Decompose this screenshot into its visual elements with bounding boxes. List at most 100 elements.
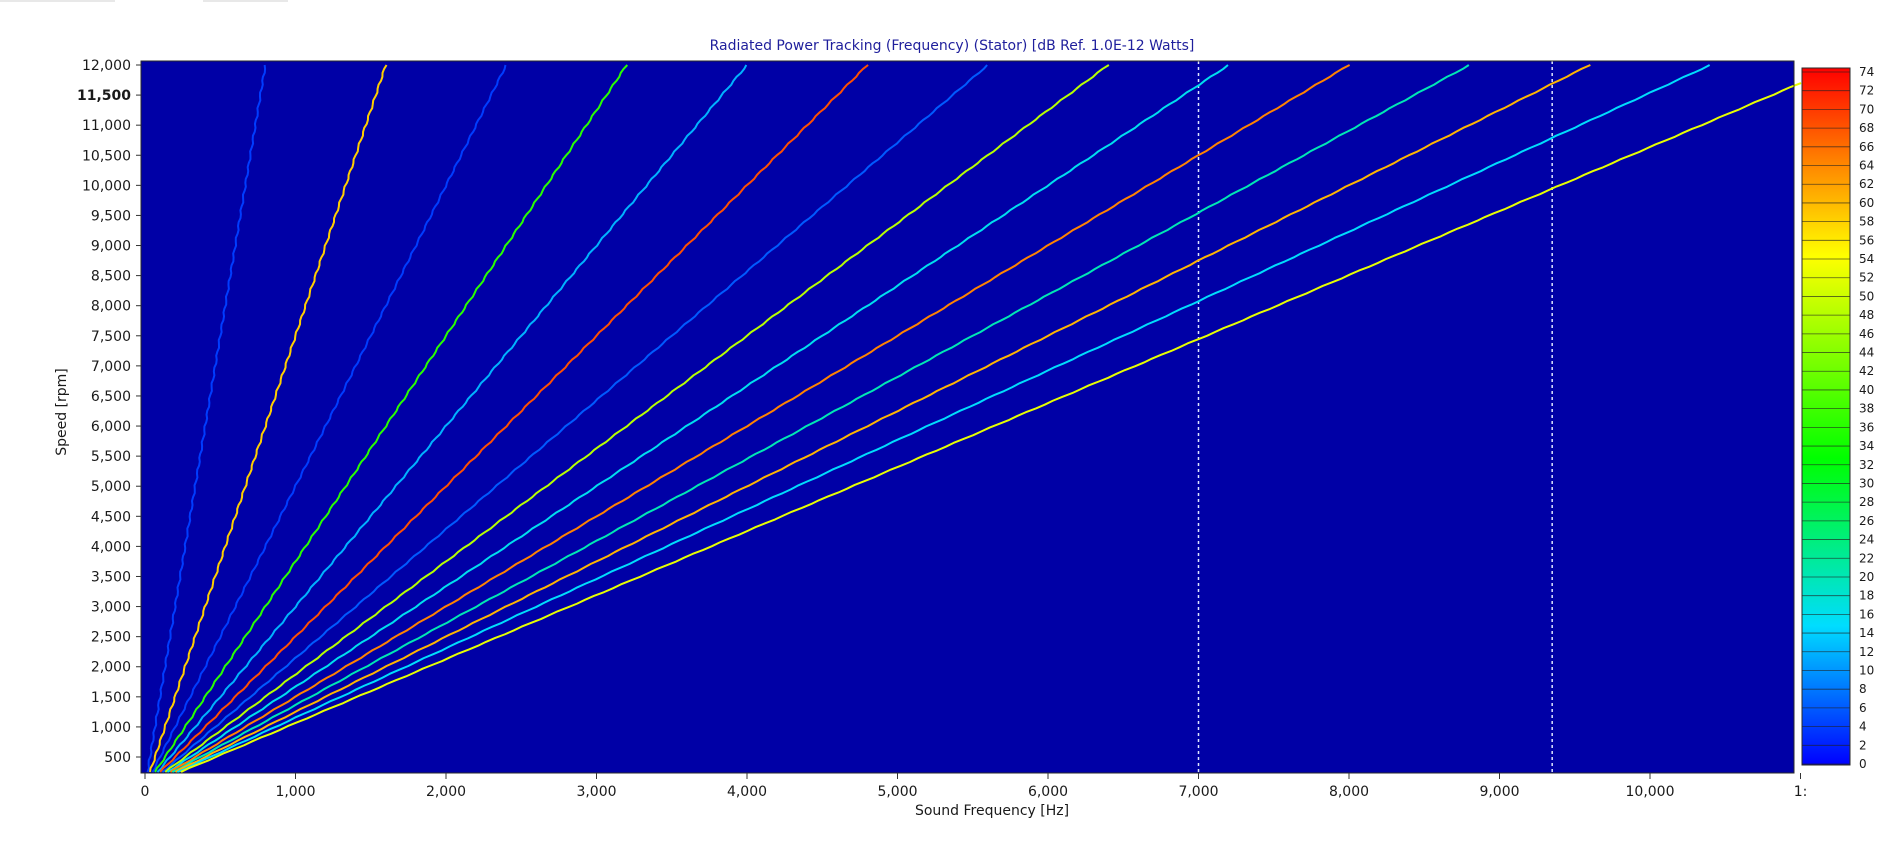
colorbar-tick-label: 74: [1859, 65, 1874, 79]
colorbar-tick-label: 30: [1859, 476, 1874, 490]
colorbar-tick-label: 14: [1859, 626, 1874, 640]
y-tick-label: 6,000: [91, 419, 131, 435]
colorbar-tick-label: 6: [1859, 701, 1867, 715]
order-line: [164, 64, 1110, 773]
plot-area: [141, 61, 1794, 773]
y-tick-label: 11,000: [82, 118, 131, 134]
y-tick-label: 2,000: [91, 660, 131, 676]
x-tick-label: 10,000: [1626, 784, 1675, 800]
y-tick-label: 4,000: [91, 539, 131, 555]
y-tick-label: 8,500: [91, 269, 131, 285]
colorbar-tick-label: 38: [1859, 402, 1874, 416]
y-tick-label: 500: [104, 750, 131, 766]
x-axis: 0 1,000 2,000 3,000 4,000 5,000 6,000 7,000 8,00…: [141, 773, 1808, 800]
colorbar-scale: 7472706866646260585654525048464442403836…: [1802, 65, 1874, 771]
top-tab-strip: [0, 0, 1890, 3]
colorbar-tick-label: 64: [1859, 159, 1874, 173]
colorbar: [1801, 67, 1851, 766]
colorbar-tick-label: 68: [1859, 121, 1874, 135]
colorbar-tick-label: 56: [1859, 233, 1874, 247]
colorbar-tick-label: 42: [1859, 364, 1874, 378]
order-line: [156, 64, 748, 773]
y-tick-label: 4,500: [91, 509, 131, 525]
colorbar-tick-label: 52: [1859, 271, 1874, 285]
colorbar-tick-label: 58: [1859, 215, 1874, 229]
tab-marker: [203, 0, 288, 2]
y-tick-label: 2,500: [91, 630, 131, 646]
colorbar-tick-label: 72: [1859, 84, 1874, 98]
x-tick-label: 1,000: [275, 784, 315, 800]
colorbar-tick-label: 62: [1859, 177, 1874, 191]
colorbar-tick-label: 54: [1859, 252, 1874, 266]
tab-marker: [0, 0, 115, 2]
x-tick-label: 4,000: [727, 784, 767, 800]
x-tick-label: 3,000: [576, 784, 616, 800]
order-line: [154, 64, 629, 773]
y-tick-label: 10,500: [82, 148, 131, 164]
x-tick-label: 6,000: [1028, 784, 1068, 800]
colorbar-tick-label: 18: [1859, 589, 1874, 603]
order-line: [146, 64, 267, 773]
colorbar-tick-label: 4: [1859, 720, 1867, 734]
order-line: [149, 64, 388, 773]
y-tick-label: 8,000: [91, 299, 131, 315]
colorbar-tick-label: 24: [1859, 533, 1874, 547]
y-tick-label: 9,000: [91, 239, 131, 255]
order-lines: [146, 64, 1802, 773]
y-tick-label: 12,000: [82, 58, 131, 74]
colorbar-tick-label: 0: [1859, 757, 1867, 771]
x-tick-label: 2,000: [426, 784, 466, 800]
colorbar-tick-label: 48: [1859, 308, 1874, 322]
order-line: [159, 64, 869, 773]
order-line: [171, 64, 1470, 773]
order-line: [174, 64, 1591, 773]
y-tick-label: 5,000: [91, 479, 131, 495]
colorbar-tick-label: 12: [1859, 645, 1874, 659]
y-tick-label: 7,000: [91, 359, 131, 375]
x-tick-label: 9,000: [1479, 784, 1519, 800]
x-tick-label: 1:: [1794, 784, 1808, 800]
colorbar-tick-label: 28: [1859, 495, 1874, 509]
colorbar-tick-label: 22: [1859, 551, 1874, 565]
chart-title: Radiated Power Tracking (Frequency) (Sta…: [710, 38, 1195, 54]
colorbar-tick-label: 50: [1859, 289, 1874, 303]
colorbar-tick-label: 34: [1859, 439, 1874, 453]
x-tick-label: 0: [141, 784, 150, 800]
y-tick-label: 9,500: [91, 208, 131, 224]
y-tick-label: 11,500: [77, 88, 131, 104]
plot-border: [140, 60, 1795, 774]
y-axis: 500 1,000 1,500 2,000 2,500 3,000 3,500 4,000 4,…: [77, 58, 141, 766]
colorbar-tick-label: 46: [1859, 327, 1874, 341]
order-line: [169, 64, 1351, 773]
order-line: [176, 64, 1711, 773]
colorbar-tick-label: 36: [1859, 420, 1874, 434]
order-line: [166, 64, 1229, 773]
x-tick-label: 8,000: [1329, 784, 1369, 800]
colorbar-tick-label: 66: [1859, 140, 1874, 154]
y-tick-label: 3,000: [91, 600, 131, 616]
y-tick-label: 5,500: [91, 449, 131, 465]
order-line: [180, 82, 1802, 773]
y-tick-label: 6,500: [91, 389, 131, 405]
x-tick-label: 5,000: [877, 784, 917, 800]
order-line: [161, 64, 988, 773]
colorbar-tick-label: 44: [1859, 346, 1874, 360]
colorbar-tick-label: 70: [1859, 102, 1874, 116]
colorbar-tick-label: 8: [1859, 682, 1867, 696]
y-tick-label: 3,500: [91, 569, 131, 585]
colorbar-tick-label: 40: [1859, 383, 1874, 397]
colorbar-tick-label: 60: [1859, 196, 1874, 210]
colorbar-tick-label: 10: [1859, 663, 1874, 677]
colorbar-tick-label: 2: [1859, 738, 1867, 752]
x-tick-label: 7,000: [1178, 784, 1218, 800]
y-tick-label: 10,000: [82, 178, 131, 194]
y-tick-label: 1,000: [91, 720, 131, 736]
y-axis-title: Speed [rpm]: [54, 368, 70, 456]
y-tick-label: 1,500: [91, 690, 131, 706]
cursor-lines: [1197, 61, 1553, 773]
colorbar-tick-label: 26: [1859, 514, 1874, 528]
x-axis-title: Sound Frequency [Hz]: [915, 803, 1069, 819]
order-line: [151, 64, 507, 773]
colorbar-tick-label: 20: [1859, 570, 1874, 584]
